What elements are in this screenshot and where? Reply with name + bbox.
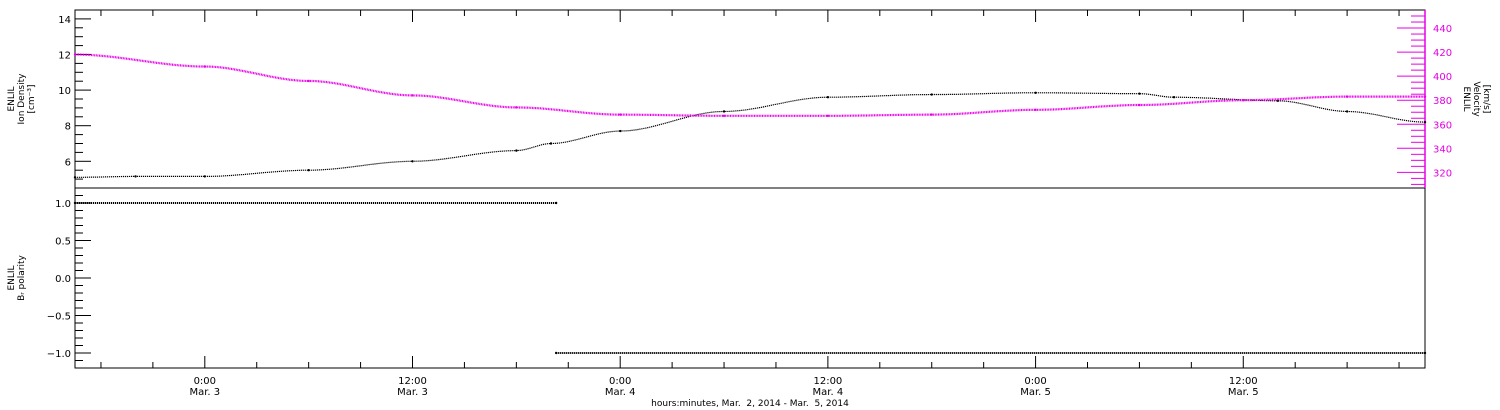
ion-density-point — [826, 96, 830, 99]
velocity-point — [411, 94, 414, 97]
bottom-left-tick-label: 0.5 — [55, 237, 71, 248]
ion-density-point — [411, 160, 414, 163]
ion-density-point — [618, 129, 622, 133]
bottom-left-tick-label: 1.0 — [55, 199, 71, 210]
top-right-ticks: 320 340 360 380 400 420 440 — [1397, 10, 1452, 188]
top-right-tick-label: 360 — [1433, 120, 1452, 131]
polarity-point — [554, 351, 558, 355]
bottom-left-ylabel: ENLIL Bᵣ polarity — [7, 254, 27, 300]
ion-density-point — [1034, 91, 1037, 94]
ion-density-point — [134, 175, 137, 178]
top-right-tick-label: 340 — [1433, 144, 1452, 155]
x-tick-date-label: Mar. 3 — [397, 387, 428, 398]
top-left-tick-label: 14 — [58, 15, 71, 26]
x-tick-date-label: Mar. 5 — [1020, 387, 1051, 398]
x-axis-label: hours:minutes, Mar. 2, 2014 - Mar. 5, 20… — [651, 399, 849, 409]
ion-density-point — [515, 149, 518, 152]
ion-density-series-line — [75, 92, 1426, 178]
top-left-ylabel-line2: Ion Density — [17, 73, 27, 125]
x-tick-time-label: 0:00 — [609, 376, 631, 387]
top-right-tick-label: 380 — [1433, 96, 1452, 107]
x-tick-time-label: 0:00 — [1024, 376, 1046, 387]
top-right-ylabel-line2: Velocity — [1471, 81, 1481, 117]
bottom-left-ylabel-line1: ENLIL — [7, 265, 17, 290]
velocity-point — [1423, 95, 1427, 98]
velocity-point — [722, 114, 726, 118]
top-right-tick-label: 440 — [1433, 24, 1452, 35]
top-right-ylabel-line1: ENLIL — [1461, 86, 1471, 111]
bottom-series-group — [73, 201, 1427, 355]
polarity-point — [554, 201, 558, 205]
bottom-left-tick-label: −0.5 — [47, 312, 71, 323]
ion-density-point — [73, 176, 77, 179]
x-tick-date-label: Mar. 5 — [1228, 387, 1259, 398]
ion-density-point — [307, 169, 310, 172]
velocity-point — [203, 65, 207, 68]
velocity-point — [73, 53, 77, 56]
velocity-point — [1345, 95, 1349, 98]
top-right-tick-label: 320 — [1433, 168, 1452, 179]
velocity-series-line — [75, 53, 1425, 117]
velocity-point — [618, 113, 622, 116]
velocity-point — [930, 113, 933, 116]
top-left-tick-label: 8 — [65, 122, 71, 133]
top-right-ylabel-line3: [km/s] — [1481, 85, 1491, 114]
bottom-left-tick-label: 0.0 — [55, 274, 71, 285]
top-left-tick-label: 12 — [58, 51, 71, 62]
polarity-point — [1423, 351, 1427, 355]
top-left-ylabel-line3: [cm⁻³] — [27, 84, 37, 113]
x-tick-time-label: 12:00 — [1229, 376, 1258, 387]
x-tick-date-label: Mar. 3 — [189, 387, 220, 398]
velocity-point — [1138, 103, 1141, 107]
ion-density-point — [549, 142, 553, 145]
top-right-tick-label: 400 — [1433, 72, 1452, 83]
ion-density-point — [722, 110, 726, 113]
ion-density-point — [1138, 92, 1141, 95]
top-left-ylabel: ENLIL Ion Density [cm⁻³] — [7, 73, 37, 125]
ion-density-point — [1423, 120, 1427, 124]
polarity-point — [73, 201, 77, 205]
bottom-left-tick-label: −1.0 — [47, 349, 71, 360]
ion-density-point — [930, 93, 933, 96]
top-left-tick-label: 6 — [65, 157, 71, 168]
velocity-point — [307, 79, 310, 83]
velocity-point — [515, 106, 518, 109]
ion-density-point — [203, 175, 207, 178]
ion-density-point — [1172, 96, 1176, 99]
x-tick-date-label: Mar. 4 — [813, 387, 844, 398]
top-right-tick-label: 420 — [1433, 48, 1452, 59]
top-left-ylabel-line1: ENLIL — [7, 86, 17, 111]
top-series-group — [73, 53, 1427, 179]
bottom-left-ylabel-line2: Bᵣ polarity — [17, 254, 27, 300]
x-tick-time-label: 12:00 — [398, 376, 427, 387]
velocity-point — [1034, 108, 1037, 112]
ion-density-point — [1345, 110, 1349, 113]
velocity-point — [1242, 99, 1245, 102]
top-right-ylabel: ENLIL Velocity [km/s] — [1461, 81, 1491, 117]
velocity-point — [826, 114, 830, 118]
top-left-tick-label: 10 — [58, 86, 71, 97]
x-tick-date-label: Mar. 4 — [605, 387, 636, 398]
x-tick-time-label: 12:00 — [813, 376, 842, 387]
x-tick-time-label: 0:00 — [194, 376, 216, 387]
